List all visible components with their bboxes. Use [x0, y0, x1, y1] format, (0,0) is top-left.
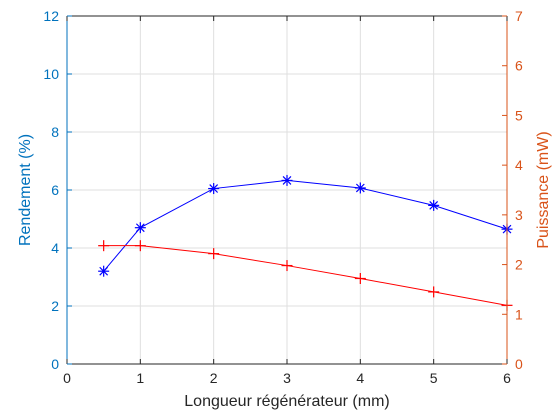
x-axis-label: Longueur régénérateur (mm) [184, 393, 389, 410]
y-right-tick-label: 1 [515, 306, 523, 322]
y-left-tick-label: 4 [51, 240, 59, 256]
x-tick-label: 1 [136, 370, 144, 386]
x-tick-label: 4 [356, 370, 364, 386]
series-line-1 [103, 245, 508, 306]
y-left-tick-label: 8 [51, 124, 59, 140]
x-tick-label: 5 [430, 370, 438, 386]
series-lines [103, 179, 508, 306]
series-1-point [281, 260, 293, 272]
series-0-point [134, 222, 146, 234]
y-right-tick-label: 7 [515, 8, 523, 24]
series-1-point [428, 286, 440, 298]
series-markers [98, 174, 513, 311]
series-0-point [98, 265, 110, 277]
series-1-point [208, 248, 220, 260]
grid [67, 16, 507, 364]
y-axis-label-left: Rendement (%) [17, 134, 34, 246]
series-1-point [98, 240, 110, 252]
y-right-tick-label: 4 [515, 157, 523, 173]
series-0-point [354, 182, 366, 194]
y-left-tick-label: 10 [43, 66, 59, 82]
y-left-tick-label: 0 [51, 356, 59, 372]
x-tick-label: 2 [210, 370, 218, 386]
series-1-point [134, 240, 146, 252]
x-tick-label: 0 [63, 370, 71, 386]
y-right-tick-label: 3 [515, 207, 523, 223]
y-right-tick-label: 0 [515, 356, 523, 372]
series-0-point [428, 199, 440, 211]
y-left-tick-label: 2 [51, 298, 59, 314]
series-0-point [208, 183, 220, 195]
y-left-tick-label: 12 [43, 8, 59, 24]
y-right-tick-label: 2 [515, 257, 523, 273]
series-0-point [281, 174, 293, 186]
y-left-tick-label: 6 [51, 182, 59, 198]
y-axis-label-right: Puissance (mW) [535, 131, 552, 248]
series-1-point [354, 272, 366, 284]
y-right-tick-label: 6 [515, 58, 523, 74]
axes-frame [66, 15, 508, 365]
y-right-tick-label: 5 [515, 107, 523, 123]
x-tick-label: 6 [503, 370, 511, 386]
series-line-0 [103, 179, 508, 272]
x-tick-label: 3 [283, 370, 291, 386]
